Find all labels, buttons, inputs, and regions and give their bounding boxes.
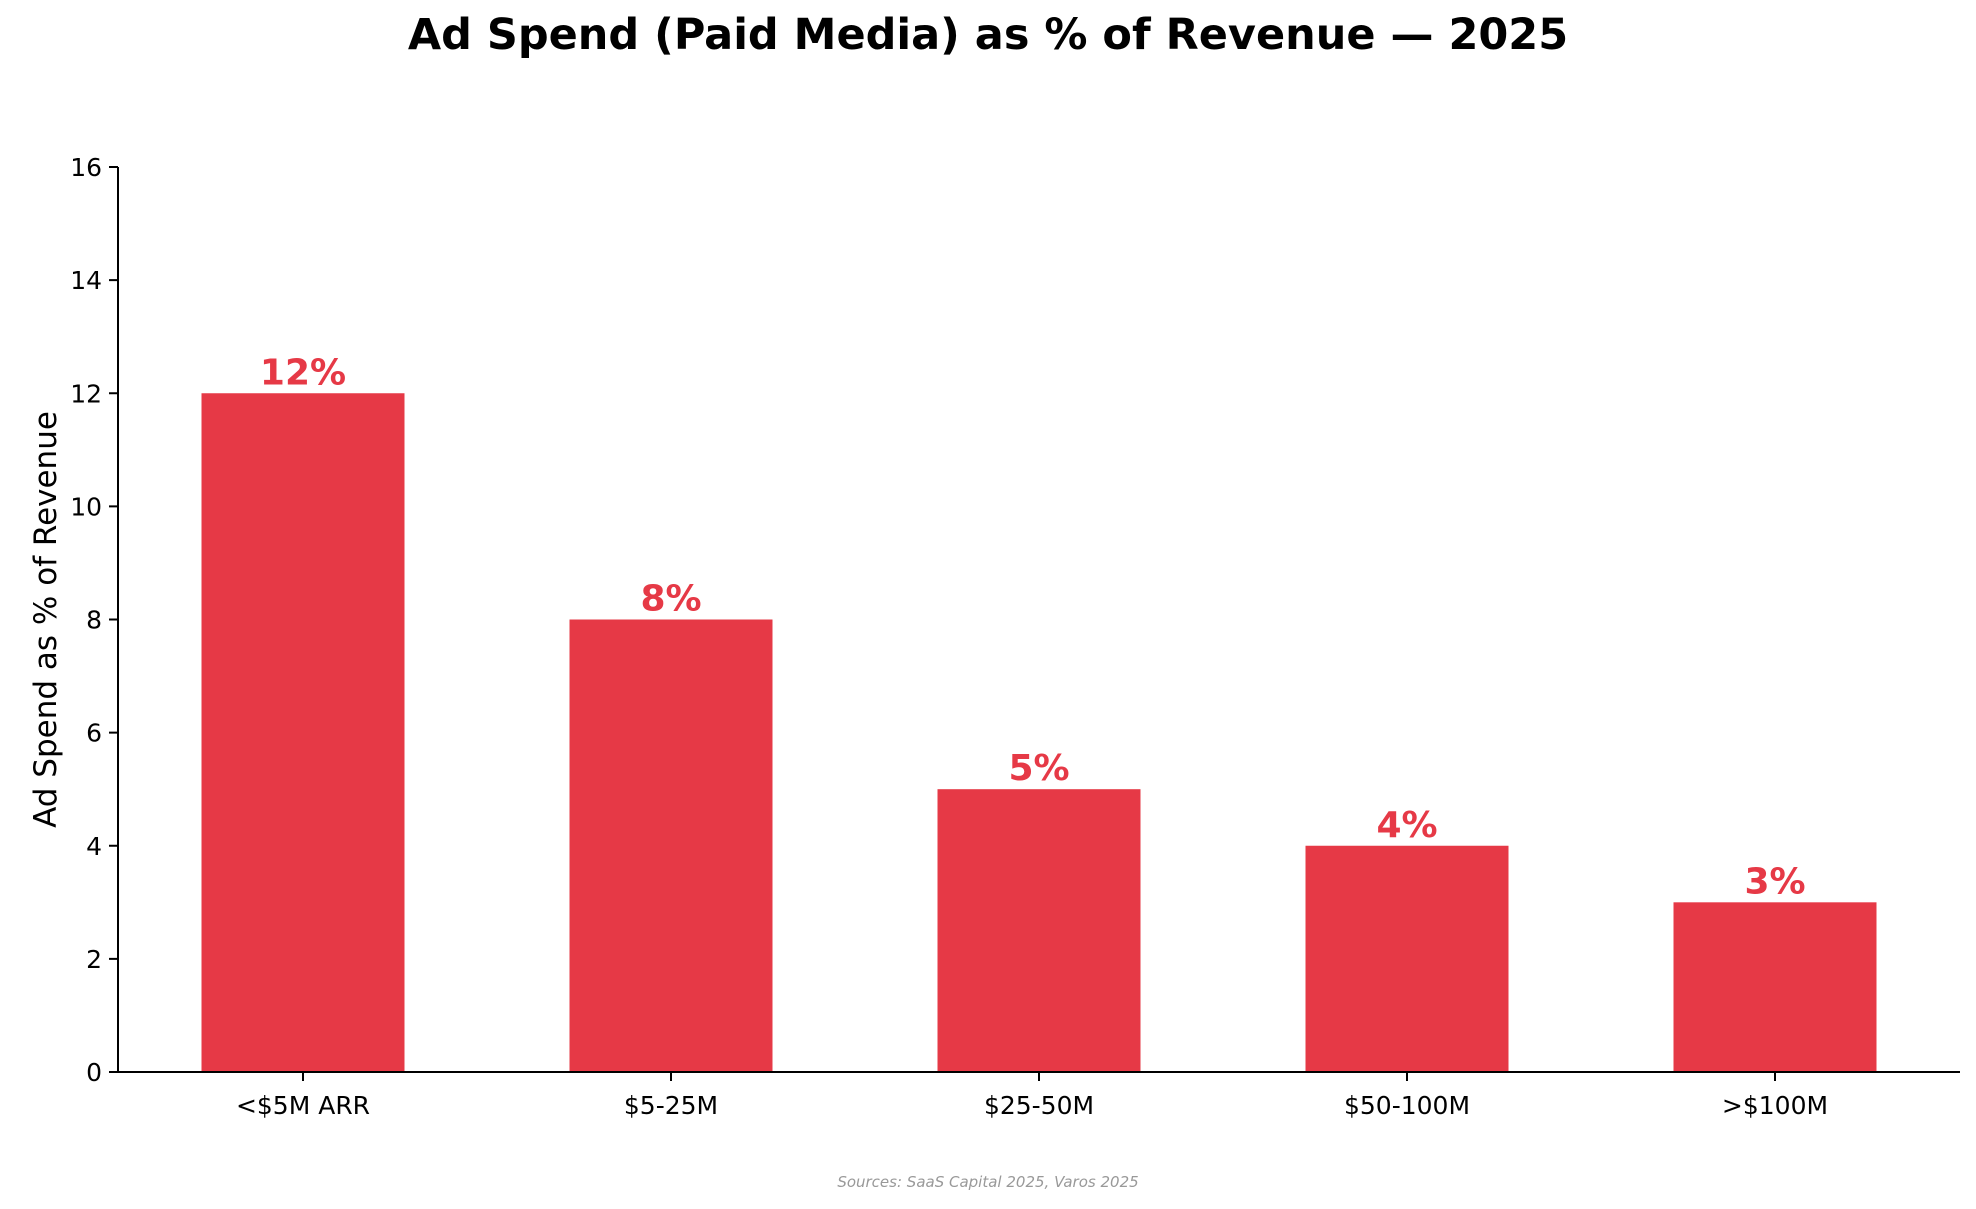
y-tick-label: 14	[70, 266, 102, 295]
y-tick-label: 4	[86, 832, 102, 861]
bar-data-label: 4%	[1376, 805, 1437, 846]
x-tick-label: <$5M ARR	[236, 1091, 370, 1120]
bar-data-label: 8%	[640, 579, 701, 620]
bar	[1305, 845, 1509, 1072]
x-tick-label: $25-50M	[984, 1091, 1094, 1120]
y-tick-label: 12	[70, 379, 102, 408]
bar-data-label: 5%	[1008, 748, 1069, 789]
y-tick-label: 6	[86, 719, 102, 748]
y-tick-label: 8	[86, 606, 102, 635]
y-tick-label: 2	[86, 945, 102, 974]
bar	[569, 619, 773, 1072]
data-label-group: 12% 8% 5% 4% 3%	[260, 352, 1806, 902]
y-tick-label: 10	[70, 492, 102, 521]
bar-data-label: 3%	[1744, 861, 1805, 902]
bar	[201, 393, 405, 1072]
y-tick-label: 16	[70, 153, 102, 182]
x-tick-label: >$100M	[1722, 1091, 1828, 1120]
x-tick-label: $5-25M	[624, 1091, 718, 1120]
bar-data-label: 12%	[260, 352, 346, 393]
y-axis-title: Ad Spend as % of Revenue	[28, 411, 64, 828]
x-tick-label: $50-100M	[1344, 1091, 1470, 1120]
bar	[1673, 902, 1877, 1072]
bar	[937, 789, 1141, 1072]
x-axis-ticks: <$5M ARR $5-25M $25-50M $50-100M >$100M	[236, 1072, 1828, 1120]
chart-source: Sources: SaaS Capital 2025, Varos 2025	[837, 1173, 1139, 1191]
chart-title: Ad Spend (Paid Media) as % of Revenue — …	[407, 10, 1569, 60]
y-tick-label: 0	[86, 1058, 102, 1087]
bar-group	[201, 393, 1877, 1072]
y-axis-ticks: 0 2 4 6 8 10 12 14 16	[70, 153, 118, 1087]
